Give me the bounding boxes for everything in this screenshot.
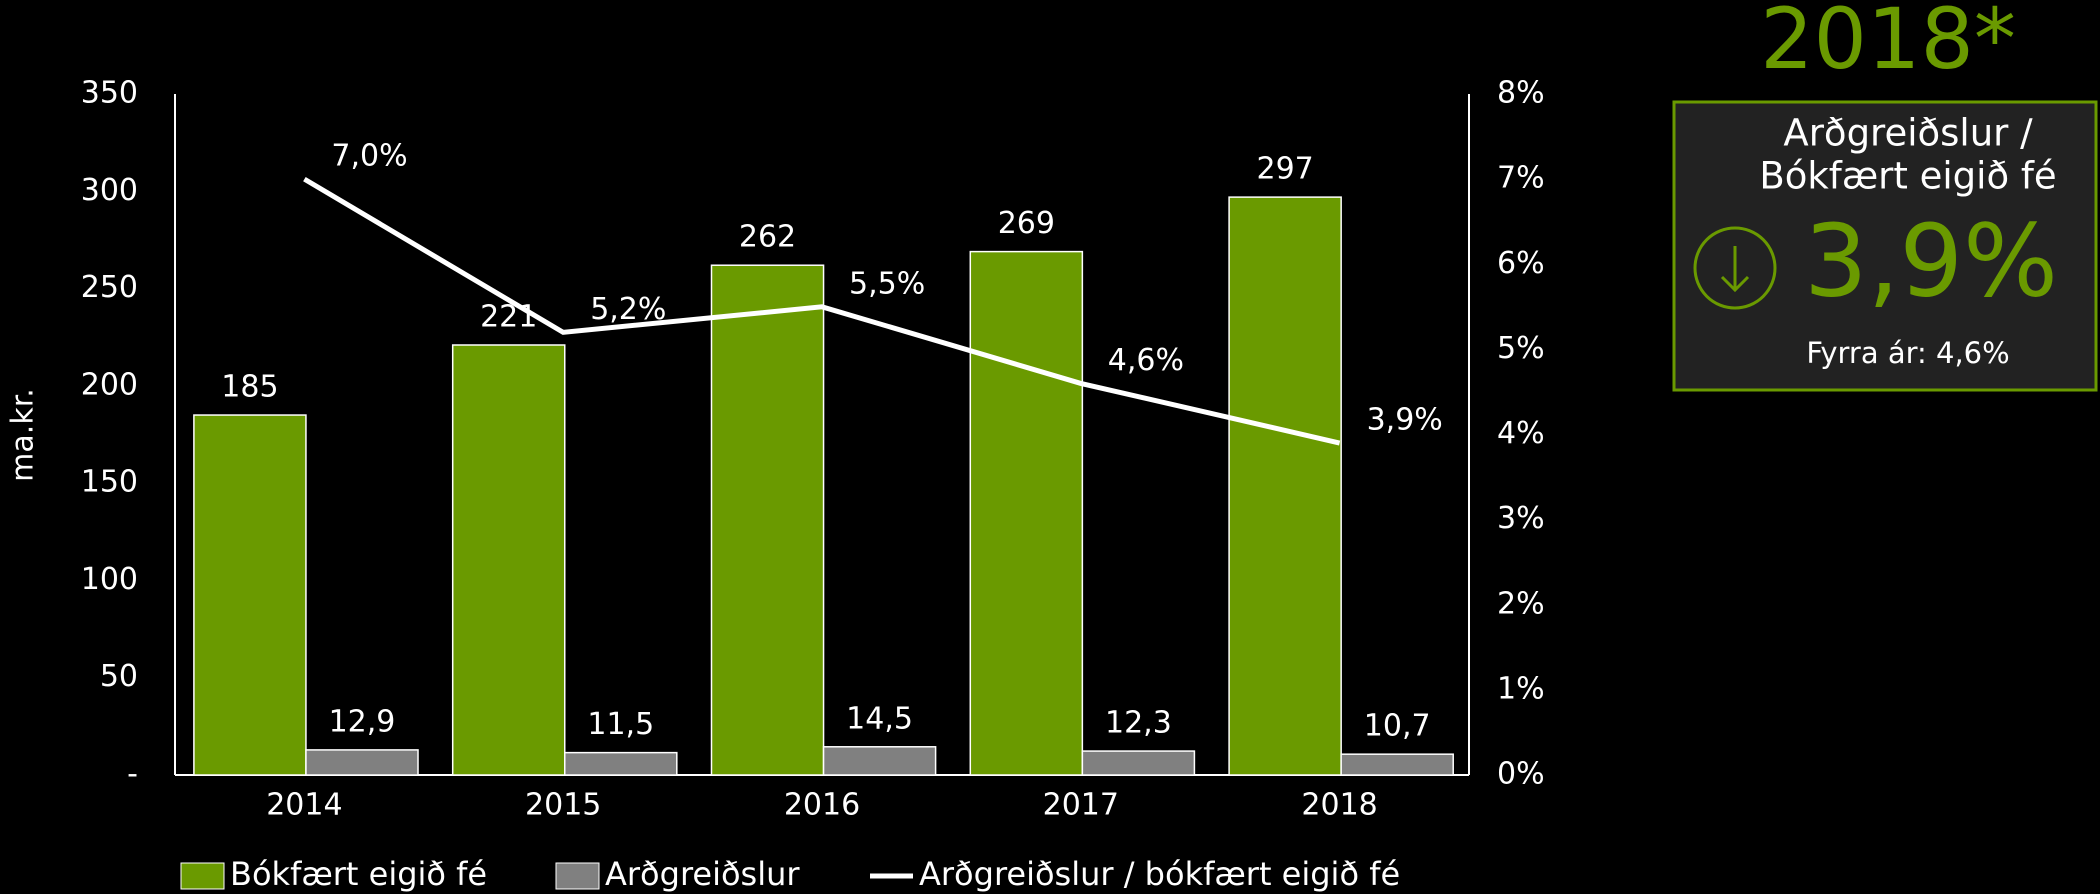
y2-tick-label: 5%	[1497, 331, 1545, 366]
bar	[1340, 753, 1454, 776]
panel-value: 3,9%	[1804, 202, 2058, 319]
y-tick-label: 100	[81, 562, 138, 597]
y2-tick-label: 2%	[1497, 586, 1545, 621]
y-tick-label: -	[127, 757, 138, 792]
y-tick-label: 350	[81, 76, 138, 111]
legend-swatch	[555, 862, 600, 890]
bar	[822, 746, 937, 776]
x-tick-label: 2016	[784, 788, 860, 823]
legend-label: Arðgreiðslur / bókfært eigið fé	[919, 855, 1400, 893]
bar	[969, 250, 1084, 776]
x-tick-label: 2018	[1301, 788, 1377, 823]
y2-tick-label: 7%	[1497, 161, 1545, 196]
line-value-label: 7,0%	[331, 139, 407, 174]
bar	[1228, 196, 1342, 776]
bar-value-label: 12,9	[329, 704, 396, 739]
y2-tick-label: 8%	[1497, 76, 1545, 111]
y-tick-label: 250	[81, 270, 138, 305]
bar-value-label: 10,7	[1364, 709, 1431, 744]
legend-swatch	[180, 862, 225, 890]
bar	[564, 751, 678, 776]
panel-box	[1672, 100, 2098, 392]
panel-year: 2018*	[1760, 0, 2016, 88]
y-tick-label: 150	[81, 465, 138, 500]
legend-label: Bókfært eigið fé	[230, 855, 487, 893]
y2-tick-label: 6%	[1497, 246, 1545, 281]
bar-value-label: 221	[480, 299, 537, 334]
line	[303, 176, 1341, 446]
bar	[193, 414, 307, 776]
y2-tick-label: 0%	[1497, 757, 1545, 792]
line-value-label: 4,6%	[1108, 343, 1184, 378]
bar-value-label: 14,5	[846, 701, 913, 736]
y2-tick-label: 3%	[1497, 501, 1545, 536]
y-tick-label: 200	[81, 367, 138, 402]
x-tick-label: 2017	[1043, 788, 1119, 823]
panel-subtitle: Arðgreiðslur /	[1783, 112, 2033, 155]
line-value-label: 5,5%	[849, 266, 925, 301]
bar-value-label: 12,3	[1105, 706, 1172, 741]
y-axis-label: ma.kr.	[6, 388, 41, 482]
bar-value-label: 262	[739, 220, 796, 255]
y-tick-label: 300	[81, 173, 138, 208]
bar	[451, 344, 566, 776]
bar-value-label: 11,5	[587, 707, 654, 742]
bar	[305, 749, 419, 776]
x-tick-label: 2014	[266, 788, 342, 823]
x-tick-label: 2015	[525, 788, 601, 823]
down-icon	[1693, 226, 1777, 310]
panel-subtitle: Bókfært eigið fé	[1759, 155, 2056, 198]
bar	[710, 264, 825, 776]
bar-value-label: 269	[998, 206, 1055, 241]
bar	[1081, 750, 1196, 776]
y2-tick-label: 1%	[1497, 671, 1545, 706]
bar-value-label: 297	[1256, 152, 1313, 187]
y2-tick-label: 4%	[1497, 416, 1545, 451]
bar-value-label: 185	[221, 370, 278, 405]
y-tick-label: 50	[100, 659, 138, 694]
legend-label: Arðgreiðslur	[605, 855, 800, 893]
line-value-label: 3,9%	[1367, 403, 1443, 438]
panel-previous: Fyrra ár: 4,6%	[1806, 336, 2009, 370]
